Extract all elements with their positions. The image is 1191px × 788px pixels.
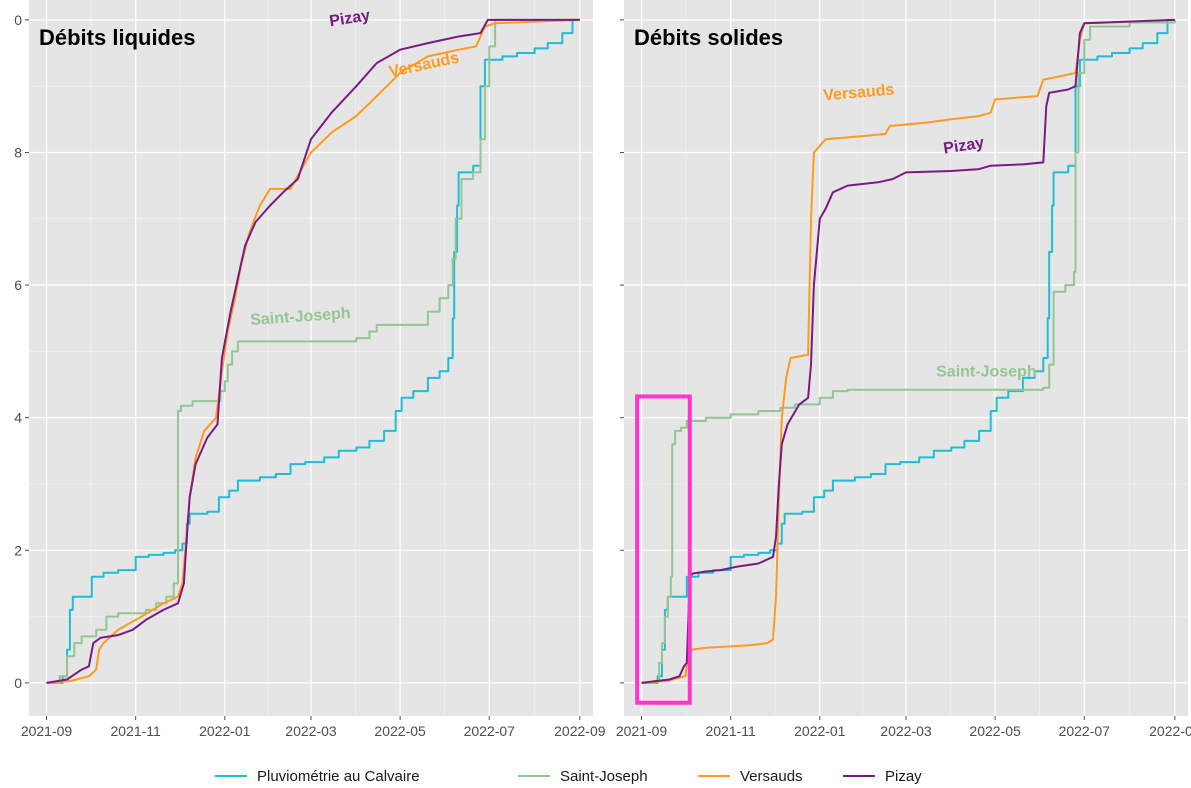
series-annotation: Pizay [328,7,371,30]
x-tick-label: 2021-11 [705,723,756,739]
x-tick-label: 2022-05 [969,723,1021,739]
series-line-saint-joseph [46,18,580,684]
y-tick-label: 0 [14,12,22,28]
y-tick-label: 8 [14,144,22,160]
legend: Pluviométrie au Calvaire Saint-Joseph Vers… [205,764,961,788]
x-tick-label: 2022-09 [554,723,606,739]
x-tick-label: 2022-03 [880,723,932,739]
series-line-pizay [46,18,580,684]
legend-label-saint-joseph: Saint-Joseph [560,768,648,785]
series-line-pizay [641,18,1175,684]
series-group [46,18,580,684]
legend-label-pizay: Pizay [885,768,922,785]
panel-debits-liquides: 0 2 4 6 8 0 2021-09 2021-11 2022-01 2022-03 2022-0… [14,0,606,739]
series-line-saint-joseph [641,19,1176,684]
series-line-pluviometrie-au-calvaire [46,18,580,684]
y-tick-label: 6 [14,277,22,293]
x-tick-label: 2021-09 [616,723,668,739]
series-annotation: Saint-Joseph [250,305,351,329]
legend-label-versauds: Versauds [740,768,803,785]
legend-box [205,764,961,788]
series-annotation: Pizay [942,134,985,157]
series-annotation: Versauds [823,81,895,104]
series-line-versauds [641,20,1130,684]
y-tick-label: 4 [14,410,22,426]
x-tick-label: 2022-01 [199,723,251,739]
series-group [641,18,1176,684]
x-tick-label: 2021-09 [21,723,73,739]
highlight-box [635,394,692,705]
x-tick-label: 2022-03 [285,723,337,739]
x-tick-label: 2022-07 [464,723,516,739]
x-tick-label: 2022-09 [1149,723,1191,739]
series-line-versauds [46,18,580,684]
x-tick-label: 2022-01 [794,723,846,739]
y-tick-label: 2 [14,542,22,558]
panel-debits-solides: 2021-09 2021-11 2022-01 2022-03 2022-05 2022-… [616,0,1191,739]
x-tick-label: 2022-07 [1059,723,1111,739]
series-annotation: Saint-Joseph [936,364,1036,381]
legend-label-pluviometrie-au-calvaire: Pluviométrie au Calvaire [257,768,420,785]
panel-title: Débits solides [634,25,783,50]
series-line-pluviometrie-au-calvaire [641,18,1175,684]
x-tick-label: 2022-05 [374,723,426,739]
panel-title: Débits liquides [39,25,195,50]
x-tick-label: 2021-11 [110,723,161,739]
y-tick-label: 0 [14,675,22,691]
